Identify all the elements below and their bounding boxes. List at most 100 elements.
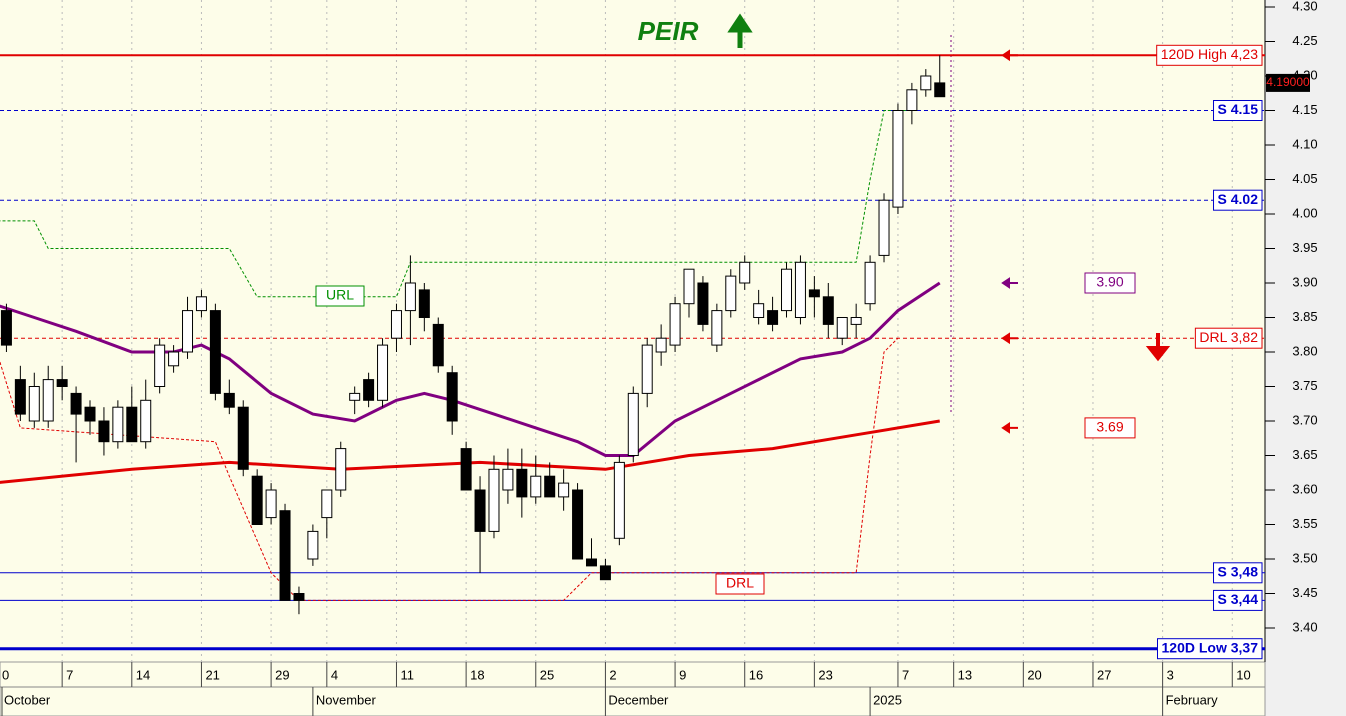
candle-body — [168, 351, 180, 367]
level-label-box — [1213, 100, 1263, 121]
candle-body — [878, 199, 890, 256]
y-tick-label: 4.30 — [1292, 0, 1317, 13]
candle-body — [112, 406, 124, 443]
candle-body — [906, 89, 918, 112]
x-tick-label: 9 — [679, 667, 686, 682]
candle-body — [195, 296, 207, 312]
candle-body — [822, 296, 834, 325]
candle-body — [28, 386, 40, 422]
x-tick-label: 7 — [902, 667, 909, 682]
candle-body — [544, 475, 556, 498]
candle-body — [794, 261, 806, 318]
indicator-line — [0, 281, 941, 457]
candle-body — [418, 289, 430, 318]
level-arrow — [1001, 332, 1018, 345]
y-tick-label: 3.60 — [1292, 481, 1317, 496]
y-tick-label: 3.95 — [1292, 240, 1317, 255]
x-tick-label: 0 — [2, 667, 9, 682]
candle-body — [390, 310, 402, 339]
candle-body — [711, 310, 723, 346]
candle-body — [558, 482, 570, 498]
x-tick-label: 21 — [205, 667, 219, 682]
candle-body — [363, 379, 375, 401]
candle-body — [934, 82, 946, 98]
y-tick-label: 3.85 — [1292, 309, 1317, 324]
candle-body — [572, 489, 584, 560]
candle-body — [683, 268, 695, 305]
line-label-box — [715, 573, 765, 595]
candle-body — [697, 282, 709, 325]
line-label: DRL — [726, 575, 754, 591]
candle-body — [599, 565, 611, 581]
y-tick-label: 3.90 — [1292, 274, 1317, 289]
down-arrow — [1145, 333, 1171, 362]
up-arrow — [727, 13, 753, 48]
candle-body — [502, 468, 514, 491]
candle-body — [836, 317, 848, 339]
y-tick-label: 3.70 — [1292, 412, 1317, 427]
level-label: S 4.02 — [1218, 191, 1259, 207]
y-tick-label: 4.05 — [1292, 171, 1317, 186]
month-label: February — [1166, 692, 1219, 707]
x-tick-label: 7 — [66, 667, 73, 682]
candle-body — [209, 310, 221, 394]
level-label: DRL 3,82 — [1199, 329, 1258, 345]
level-label: 120D Low 3,37 — [1162, 639, 1259, 655]
marker-label: 3.69 — [1096, 419, 1123, 435]
last-price-box — [1266, 73, 1310, 92]
candle-body — [0, 310, 12, 346]
candle-body — [321, 489, 333, 519]
candle-body — [182, 310, 194, 353]
candle-body — [56, 379, 68, 388]
candle-body — [864, 261, 876, 305]
candle-body — [767, 310, 779, 325]
candle-body — [725, 275, 737, 312]
y-tick-label: 4.15 — [1292, 102, 1317, 117]
x-tick-label: 13 — [958, 667, 972, 682]
level-label-box — [1213, 562, 1263, 584]
candle-body — [669, 303, 681, 346]
indicator-line — [0, 337, 899, 601]
level-label: S 3,44 — [1218, 591, 1259, 607]
x-tick-label: 11 — [400, 667, 414, 682]
y-tick-label: 3.55 — [1292, 516, 1317, 531]
candle-body — [530, 475, 542, 498]
x-tick-label: 27 — [1097, 667, 1111, 682]
level-label: S 4.15 — [1218, 101, 1259, 117]
x-tick-label: 18 — [470, 667, 484, 682]
candle-body — [641, 344, 653, 394]
candle-body — [70, 392, 82, 415]
candle-body — [432, 323, 444, 367]
candle-body — [126, 406, 138, 443]
x-tick-label: 14 — [136, 667, 150, 682]
y-tick-label: 3.50 — [1292, 550, 1317, 565]
level-label-box — [1157, 638, 1263, 660]
candle-body — [460, 448, 472, 491]
candle-body — [753, 303, 765, 319]
candle-body — [808, 289, 820, 298]
candle-body — [42, 379, 54, 422]
candle-body — [251, 475, 263, 526]
candle-body — [474, 489, 486, 532]
candle-body — [84, 406, 96, 422]
candle-body — [223, 392, 235, 408]
candle-body — [293, 593, 305, 601]
level-arrow — [1001, 49, 1018, 62]
x-tick-label: 16 — [749, 667, 763, 682]
candle-body — [585, 558, 597, 567]
level-label-box — [1156, 44, 1263, 66]
month-label: November — [316, 692, 377, 707]
candle-body — [335, 448, 347, 491]
candle-body — [349, 392, 361, 401]
candle-body — [850, 317, 862, 325]
candle-body — [613, 461, 625, 539]
x-tick-label: 20 — [1027, 667, 1041, 682]
candle-body — [655, 337, 667, 353]
candle-body — [404, 282, 416, 312]
x-tick-label: 29 — [275, 667, 289, 682]
candle-body — [627, 392, 639, 456]
marker-arrow — [1001, 277, 1018, 289]
y-tick-label: 4.00 — [1292, 205, 1317, 220]
candle-body — [265, 489, 277, 519]
candle-body — [446, 372, 458, 422]
